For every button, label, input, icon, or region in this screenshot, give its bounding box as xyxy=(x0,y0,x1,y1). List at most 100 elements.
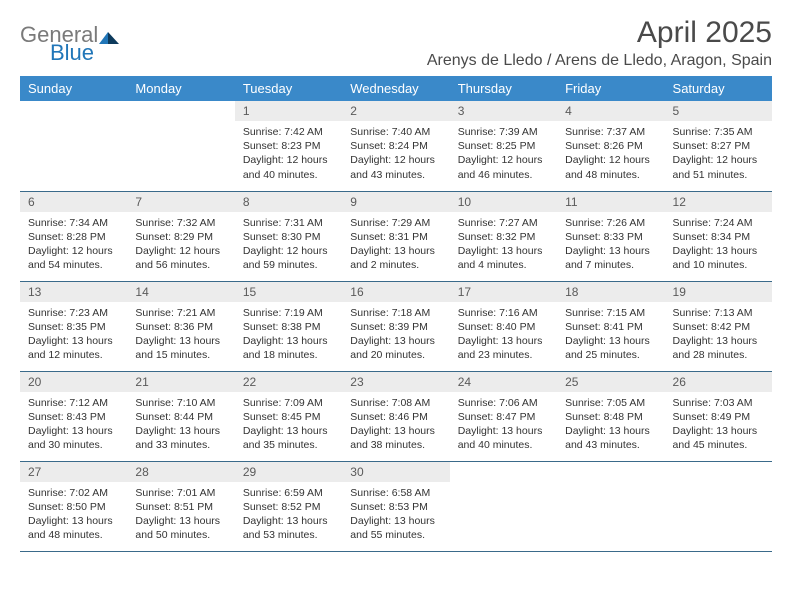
day-number: 19 xyxy=(665,282,772,302)
calendar-cell xyxy=(557,461,664,551)
day-content: Sunrise: 7:29 AM Sunset: 8:31 PM Dayligh… xyxy=(342,212,449,279)
day-number: 7 xyxy=(127,192,234,212)
calendar-cell: 2 Sunrise: 7:40 AM Sunset: 8:24 PM Dayli… xyxy=(342,101,449,191)
day-content: Sunrise: 7:08 AM Sunset: 8:46 PM Dayligh… xyxy=(342,392,449,459)
day-content: Sunrise: 6:59 AM Sunset: 8:52 PM Dayligh… xyxy=(235,482,342,549)
day-number: 11 xyxy=(557,192,664,212)
calendar-cell: 15 Sunrise: 7:19 AM Sunset: 8:38 PM Dayl… xyxy=(235,281,342,371)
calendar-cell xyxy=(127,101,234,191)
calendar-cell xyxy=(450,461,557,551)
day-content: Sunrise: 7:35 AM Sunset: 8:27 PM Dayligh… xyxy=(665,121,772,188)
day-content: Sunrise: 7:39 AM Sunset: 8:25 PM Dayligh… xyxy=(450,121,557,188)
calendar-cell: 4 Sunrise: 7:37 AM Sunset: 8:26 PM Dayli… xyxy=(557,101,664,191)
day-content: Sunrise: 7:19 AM Sunset: 8:38 PM Dayligh… xyxy=(235,302,342,369)
day-number: 12 xyxy=(665,192,772,212)
day-number: 5 xyxy=(665,101,772,121)
day-content: Sunrise: 7:40 AM Sunset: 8:24 PM Dayligh… xyxy=(342,121,449,188)
day-number: 24 xyxy=(450,372,557,392)
calendar-cell: 24 Sunrise: 7:06 AM Sunset: 8:47 PM Dayl… xyxy=(450,371,557,461)
calendar-cell: 25 Sunrise: 7:05 AM Sunset: 8:48 PM Dayl… xyxy=(557,371,664,461)
calendar-cell: 19 Sunrise: 7:13 AM Sunset: 8:42 PM Dayl… xyxy=(665,281,772,371)
day-number: 4 xyxy=(557,101,664,121)
day-number: 17 xyxy=(450,282,557,302)
month-title: April 2025 xyxy=(427,16,772,50)
day-number: 22 xyxy=(235,372,342,392)
day-content: Sunrise: 7:09 AM Sunset: 8:45 PM Dayligh… xyxy=(235,392,342,459)
calendar-cell: 23 Sunrise: 7:08 AM Sunset: 8:46 PM Dayl… xyxy=(342,371,449,461)
day-number: 25 xyxy=(557,372,664,392)
calendar-cell: 27 Sunrise: 7:02 AM Sunset: 8:50 PM Dayl… xyxy=(20,461,127,551)
calendar-cell: 18 Sunrise: 7:15 AM Sunset: 8:41 PM Dayl… xyxy=(557,281,664,371)
day-content: Sunrise: 7:21 AM Sunset: 8:36 PM Dayligh… xyxy=(127,302,234,369)
weekday-header: Thursday xyxy=(450,76,557,101)
calendar-cell: 5 Sunrise: 7:35 AM Sunset: 8:27 PM Dayli… xyxy=(665,101,772,191)
day-number: 3 xyxy=(450,101,557,121)
page-header: General Blue April 2025 Arenys de Lledo … xyxy=(20,16,772,70)
calendar-cell xyxy=(20,101,127,191)
day-content: Sunrise: 7:15 AM Sunset: 8:41 PM Dayligh… xyxy=(557,302,664,369)
calendar-cell xyxy=(665,461,772,551)
day-number: 21 xyxy=(127,372,234,392)
day-number: 30 xyxy=(342,462,449,482)
day-content: Sunrise: 7:01 AM Sunset: 8:51 PM Dayligh… xyxy=(127,482,234,549)
day-content: Sunrise: 7:26 AM Sunset: 8:33 PM Dayligh… xyxy=(557,212,664,279)
day-number: 20 xyxy=(20,372,127,392)
weekday-header: Saturday xyxy=(665,76,772,101)
calendar-cell: 6 Sunrise: 7:34 AM Sunset: 8:28 PM Dayli… xyxy=(20,191,127,281)
day-number: 10 xyxy=(450,192,557,212)
day-content: Sunrise: 7:03 AM Sunset: 8:49 PM Dayligh… xyxy=(665,392,772,459)
calendar-cell: 21 Sunrise: 7:10 AM Sunset: 8:44 PM Dayl… xyxy=(127,371,234,461)
day-number: 9 xyxy=(342,192,449,212)
calendar-cell: 12 Sunrise: 7:24 AM Sunset: 8:34 PM Dayl… xyxy=(665,191,772,281)
day-content: Sunrise: 7:12 AM Sunset: 8:43 PM Dayligh… xyxy=(20,392,127,459)
weekday-header: Sunday xyxy=(20,76,127,101)
calendar-cell: 16 Sunrise: 7:18 AM Sunset: 8:39 PM Dayl… xyxy=(342,281,449,371)
day-number: 1 xyxy=(235,101,342,121)
calendar-cell: 8 Sunrise: 7:31 AM Sunset: 8:30 PM Dayli… xyxy=(235,191,342,281)
calendar-cell: 7 Sunrise: 7:32 AM Sunset: 8:29 PM Dayli… xyxy=(127,191,234,281)
day-content: Sunrise: 7:23 AM Sunset: 8:35 PM Dayligh… xyxy=(20,302,127,369)
day-content: Sunrise: 7:24 AM Sunset: 8:34 PM Dayligh… xyxy=(665,212,772,279)
calendar-table: SundayMondayTuesdayWednesdayThursdayFrid… xyxy=(20,76,772,552)
day-content: Sunrise: 7:13 AM Sunset: 8:42 PM Dayligh… xyxy=(665,302,772,369)
weekday-header: Friday xyxy=(557,76,664,101)
day-number: 13 xyxy=(20,282,127,302)
day-content: Sunrise: 7:37 AM Sunset: 8:26 PM Dayligh… xyxy=(557,121,664,188)
day-number: 27 xyxy=(20,462,127,482)
calendar-cell: 9 Sunrise: 7:29 AM Sunset: 8:31 PM Dayli… xyxy=(342,191,449,281)
day-content: Sunrise: 6:58 AM Sunset: 8:53 PM Dayligh… xyxy=(342,482,449,549)
location-title: Arenys de Lledo / Arens de Lledo, Aragon… xyxy=(427,52,772,70)
day-content: Sunrise: 7:16 AM Sunset: 8:40 PM Dayligh… xyxy=(450,302,557,369)
day-content: Sunrise: 7:27 AM Sunset: 8:32 PM Dayligh… xyxy=(450,212,557,279)
calendar-cell: 13 Sunrise: 7:23 AM Sunset: 8:35 PM Dayl… xyxy=(20,281,127,371)
calendar-cell: 14 Sunrise: 7:21 AM Sunset: 8:36 PM Dayl… xyxy=(127,281,234,371)
day-number: 18 xyxy=(557,282,664,302)
day-number: 6 xyxy=(20,192,127,212)
weekday-header: Tuesday xyxy=(235,76,342,101)
day-number: 28 xyxy=(127,462,234,482)
logo-text-blue: Blue xyxy=(50,42,119,64)
day-number: 29 xyxy=(235,462,342,482)
day-content: Sunrise: 7:10 AM Sunset: 8:44 PM Dayligh… xyxy=(127,392,234,459)
title-block: April 2025 Arenys de Lledo / Arens de Ll… xyxy=(427,16,772,70)
day-content: Sunrise: 7:06 AM Sunset: 8:47 PM Dayligh… xyxy=(450,392,557,459)
calendar-cell: 22 Sunrise: 7:09 AM Sunset: 8:45 PM Dayl… xyxy=(235,371,342,461)
calendar-cell: 10 Sunrise: 7:27 AM Sunset: 8:32 PM Dayl… xyxy=(450,191,557,281)
day-number: 26 xyxy=(665,372,772,392)
weekday-header: Wednesday xyxy=(342,76,449,101)
day-content: Sunrise: 7:05 AM Sunset: 8:48 PM Dayligh… xyxy=(557,392,664,459)
day-content: Sunrise: 7:31 AM Sunset: 8:30 PM Dayligh… xyxy=(235,212,342,279)
calendar-cell: 17 Sunrise: 7:16 AM Sunset: 8:40 PM Dayl… xyxy=(450,281,557,371)
calendar-cell: 3 Sunrise: 7:39 AM Sunset: 8:25 PM Dayli… xyxy=(450,101,557,191)
day-number: 14 xyxy=(127,282,234,302)
calendar-cell: 20 Sunrise: 7:12 AM Sunset: 8:43 PM Dayl… xyxy=(20,371,127,461)
day-number: 8 xyxy=(235,192,342,212)
day-number: 16 xyxy=(342,282,449,302)
day-content: Sunrise: 7:02 AM Sunset: 8:50 PM Dayligh… xyxy=(20,482,127,549)
day-content: Sunrise: 7:32 AM Sunset: 8:29 PM Dayligh… xyxy=(127,212,234,279)
day-number: 15 xyxy=(235,282,342,302)
day-content: Sunrise: 7:42 AM Sunset: 8:23 PM Dayligh… xyxy=(235,121,342,188)
calendar-cell: 29 Sunrise: 6:59 AM Sunset: 8:52 PM Dayl… xyxy=(235,461,342,551)
weekday-header: Monday xyxy=(127,76,234,101)
day-number: 23 xyxy=(342,372,449,392)
